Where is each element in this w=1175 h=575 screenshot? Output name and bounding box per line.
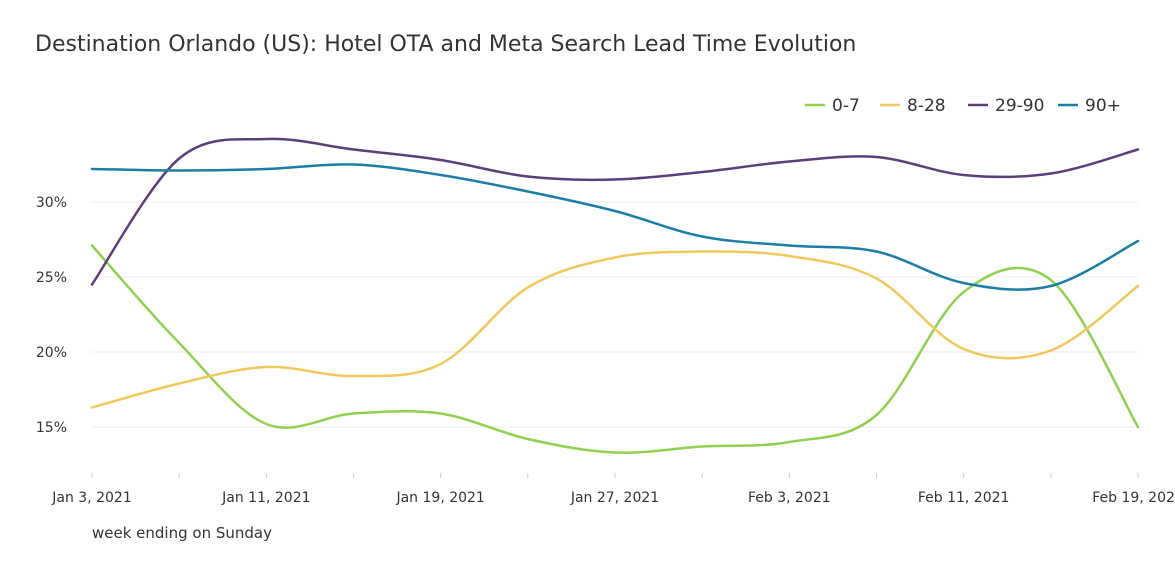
legend-label: 90+ [1085,96,1121,116]
y-tick-label: 25% [36,270,67,286]
y-tick-label: 15% [36,420,67,436]
x-axis: Jan 3, 2021 Jan 11, 2021 Jan 19, 2021 Jan 2… [51,473,1175,506]
legend-item-8-28[interactable]: 8-28 [880,96,946,116]
x-tick-label: Jan 3, 2021 [51,490,131,506]
x-tick-label: Jan 11, 2021 [221,490,310,506]
gridlines [92,201,1138,428]
series-lines [90,137,1140,454]
chart-title: Destination Orlando (US): Hotel OTA and … [35,32,857,57]
series-line-90+ [90,163,1140,291]
legend-item-90+[interactable]: 90+ [1058,96,1121,116]
x-tick-label: Feb 11, 2021 [918,490,1010,506]
series-line-0-7 [90,244,1140,454]
legend-label: 0-7 [832,96,860,116]
y-tick-label: 30% [36,195,67,211]
series-line-8-28 [90,250,1140,409]
legend-item-29-90[interactable]: 29-90 [968,96,1044,116]
legend-item-0-7[interactable]: 0-7 [805,96,860,116]
series-line-29-90 [90,137,1140,286]
x-axis-title: week ending on Sunday [92,524,272,542]
y-axis: 15% 20% 25% 30% [36,195,67,436]
legend-label: 29-90 [995,96,1044,116]
x-tick-label: Feb 3, 2021 [748,490,831,506]
y-tick-label: 20% [36,345,67,361]
x-tick-label: Feb 19, 2021 [1092,490,1175,506]
legend-label: 8-28 [907,96,946,116]
legend[interactable]: 0-7 8-28 29-90 90+ [805,96,1121,116]
x-tick-label: Jan 27, 2021 [570,490,659,506]
x-tick-label: Jan 19, 2021 [395,490,484,506]
